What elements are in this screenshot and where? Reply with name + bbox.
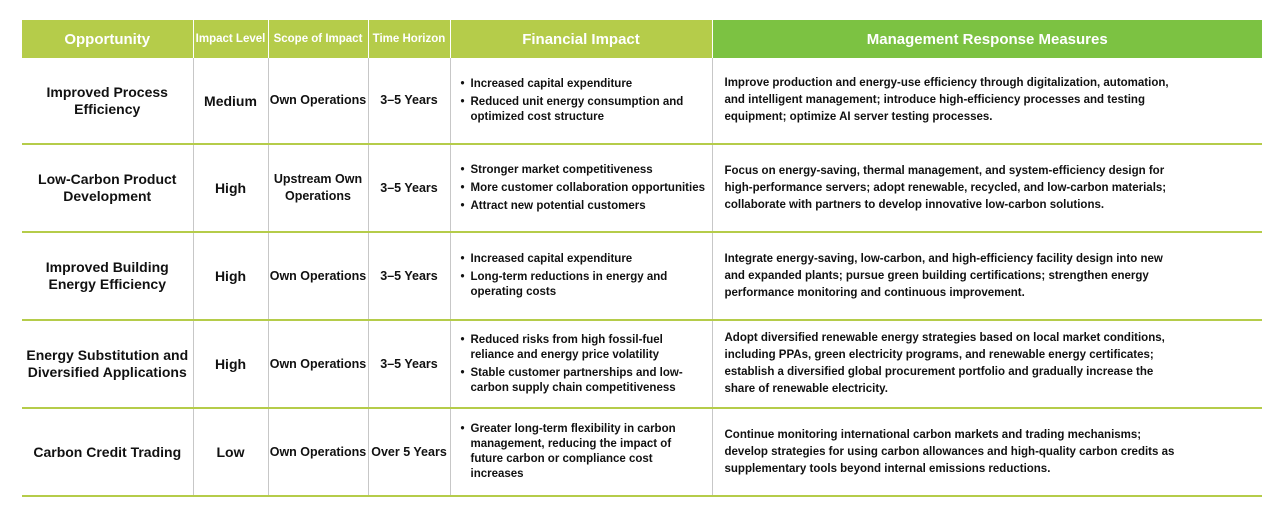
header-row: Opportunity Impact Level Scope of Impact… xyxy=(22,20,1262,58)
scope-cell: Own Operations xyxy=(268,58,369,145)
financial-impact-cell: Stronger market competitiveness More cus… xyxy=(450,144,713,233)
scope-cell: Upstream Own Operations xyxy=(268,144,369,233)
header-opportunity: Opportunity xyxy=(22,20,194,58)
financial-bullet: Attract new potential customers xyxy=(461,199,706,214)
header-financial-impact: Financial Impact xyxy=(450,20,713,58)
opportunities-table: Opportunity Impact Level Scope of Impact… xyxy=(22,20,1262,497)
financial-impact-cell: Increased capital expenditure Reduced un… xyxy=(450,58,713,145)
management-cell: Improve production and energy-use effici… xyxy=(712,58,1262,145)
table-row: Low-Carbon Product Development High Upst… xyxy=(22,144,1262,233)
management-text: Continue monitoring international carbon… xyxy=(724,428,1175,475)
header-management: Management Response Measures xyxy=(712,20,1262,58)
table-row: Improved Process Efficiency Medium Own O… xyxy=(22,58,1262,145)
management-text: Integrate energy-saving, low-carbon, and… xyxy=(724,252,1163,299)
scope-cell: Own Operations xyxy=(268,320,369,409)
time-horizon-cell: 3–5 Years xyxy=(368,232,451,321)
table-row: Carbon Credit Trading Low Own Operations… xyxy=(22,408,1262,497)
opportunity-cell: Energy Substitution and Diversified Appl… xyxy=(22,320,194,409)
impact-level-cell: High xyxy=(193,232,269,321)
financial-bullet: Greater long-term flexibility in carbon … xyxy=(461,422,706,482)
management-cell: Continue monitoring international carbon… xyxy=(712,408,1262,497)
financial-bullet: Stable customer partnerships and low-car… xyxy=(461,366,706,396)
financial-bullet: Increased capital expenditure xyxy=(461,77,706,92)
financial-bullet: More customer collaboration opportunitie… xyxy=(461,181,706,196)
time-horizon-cell: 3–5 Years xyxy=(368,320,451,409)
time-horizon-cell: 3–5 Years xyxy=(368,144,451,233)
time-horizon-cell: 3–5 Years xyxy=(368,58,451,145)
impact-level-cell: High xyxy=(193,144,269,233)
table-row: Energy Substitution and Diversified Appl… xyxy=(22,320,1262,409)
opportunity-cell: Low-Carbon Product Development xyxy=(22,144,194,233)
header-scope: Scope of Impact xyxy=(268,20,369,58)
financial-bullet: Reduced unit energy consumption and opti… xyxy=(461,95,706,125)
financial-impact-cell: Greater long-term flexibility in carbon … xyxy=(450,408,713,497)
scope-cell: Own Operations xyxy=(268,408,369,497)
financial-bullet: Stronger market competitiveness xyxy=(461,163,706,178)
time-horizon-cell: Over 5 Years xyxy=(368,408,451,497)
header-impact-level: Impact Level xyxy=(193,20,269,58)
management-cell: Adopt diversified renewable energy strat… xyxy=(712,320,1262,409)
impact-level-cell: Low xyxy=(193,408,269,497)
management-cell: Focus on energy-saving, thermal manageme… xyxy=(712,144,1262,233)
impact-level-cell: High xyxy=(193,320,269,409)
opportunity-cell: Carbon Credit Trading xyxy=(22,408,194,497)
management-text: Adopt diversified renewable energy strat… xyxy=(724,332,1165,395)
financial-bullet: Long-term reductions in energy and opera… xyxy=(461,270,706,300)
financial-impact-cell: Reduced risks from high fossil-fuel reli… xyxy=(450,320,713,409)
header-time-horizon: Time Horizon xyxy=(368,20,451,58)
opportunity-cell: Improved Building Energy Efficiency xyxy=(22,232,194,321)
scope-cell: Own Operations xyxy=(268,232,369,321)
impact-level-cell: Medium xyxy=(193,58,269,145)
management-text: Improve production and energy-use effici… xyxy=(724,77,1169,123)
table-row: Improved Building Energy Efficiency High… xyxy=(22,232,1262,321)
financial-bullet: Increased capital expenditure xyxy=(461,252,706,267)
financial-impact-cell: Increased capital expenditure Long-term … xyxy=(450,232,713,321)
management-cell: Integrate energy-saving, low-carbon, and… xyxy=(712,232,1262,321)
opportunity-cell: Improved Process Efficiency xyxy=(22,58,194,145)
management-text: Focus on energy-saving, thermal manageme… xyxy=(724,164,1167,211)
financial-bullet: Reduced risks from high fossil-fuel reli… xyxy=(461,333,706,363)
